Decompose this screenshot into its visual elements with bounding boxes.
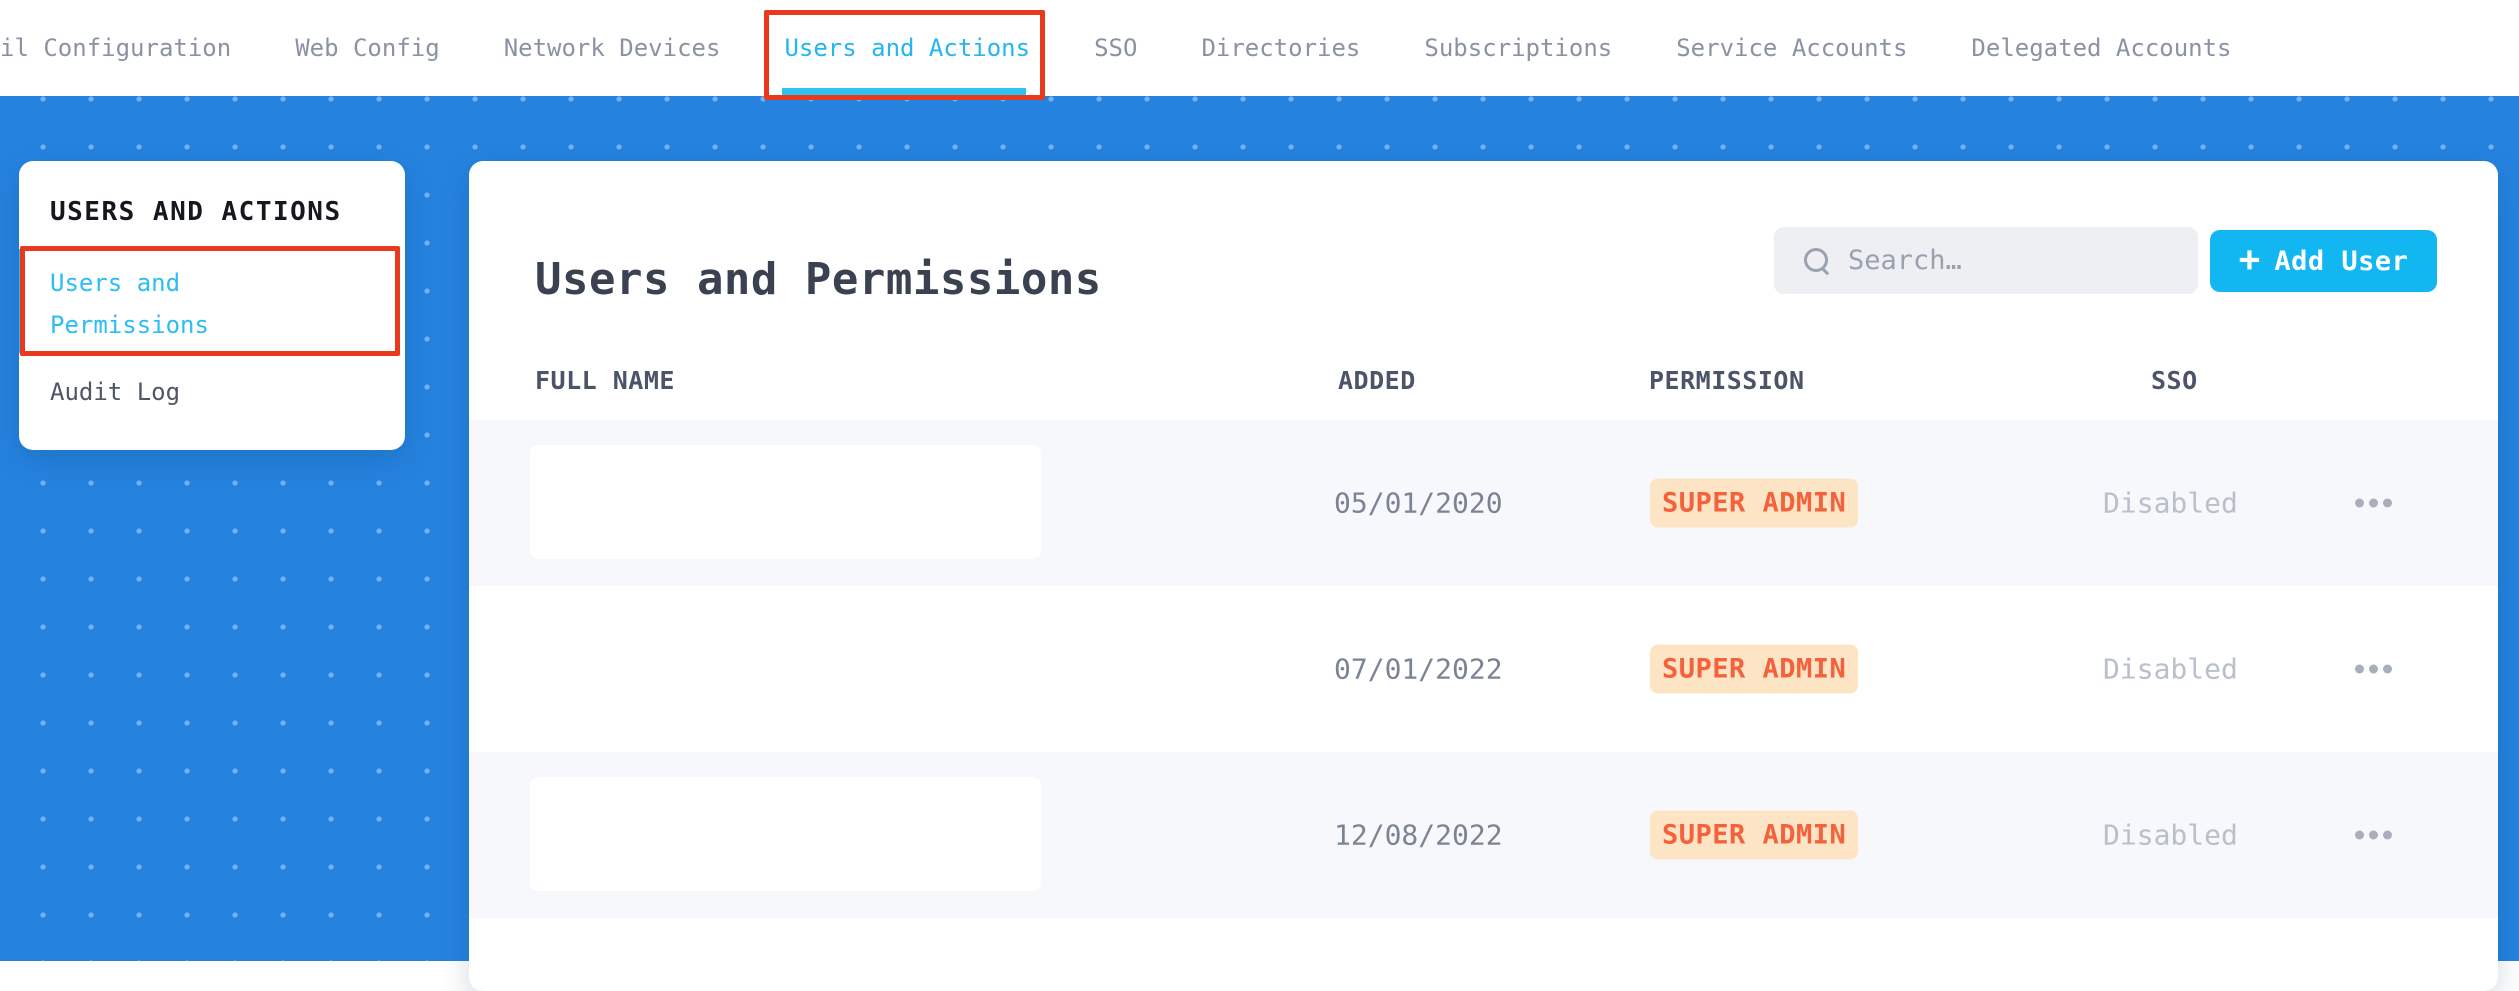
plus-icon: + bbox=[2238, 238, 2261, 280]
search-icon bbox=[1804, 247, 1830, 274]
ellipsis-icon bbox=[2355, 664, 2364, 674]
table-body: 05/01/2020 SUPER ADMIN Disabled 07/01/20… bbox=[469, 420, 2498, 918]
top-navigation: il Configuration Web Config Network Devi… bbox=[0, 0, 2519, 100]
added-date: 12/08/2022 bbox=[1334, 818, 1503, 852]
table-row: 05/01/2020 SUPER ADMIN Disabled bbox=[469, 420, 2498, 586]
table-row: 12/08/2022 SUPER ADMIN Disabled bbox=[469, 752, 2498, 918]
tab-network-devices[interactable]: Network Devices bbox=[503, 34, 721, 62]
sidebar-item-audit-log[interactable]: Audit Log bbox=[50, 378, 181, 406]
tab-subscriptions[interactable]: Subscriptions bbox=[1424, 34, 1613, 62]
ellipsis-icon bbox=[2355, 498, 2364, 508]
search-input[interactable] bbox=[1846, 244, 2150, 277]
column-header-sso: SSO bbox=[2151, 366, 2198, 395]
redacted-full-name bbox=[530, 611, 1041, 725]
added-date: 05/01/2020 bbox=[1334, 486, 1503, 520]
sidebar-card: USERS AND ACTIONS Users and Permissions … bbox=[19, 161, 405, 450]
permission-badge: SUPER ADMIN bbox=[1650, 478, 1859, 528]
column-header-full-name: FULL NAME bbox=[535, 366, 675, 395]
table-row: 07/01/2022 SUPER ADMIN Disabled bbox=[469, 586, 2498, 752]
tab-sso[interactable]: SSO bbox=[1094, 34, 1138, 62]
sidebar-title: USERS AND ACTIONS bbox=[50, 197, 342, 227]
active-tab-underline bbox=[782, 88, 1027, 95]
row-actions-button[interactable] bbox=[2349, 493, 2398, 514]
redacted-full-name bbox=[530, 777, 1041, 891]
users-and-permissions-panel: Users and Permissions + Add User FULL NA… bbox=[469, 161, 2498, 991]
active-item-indicator-bar bbox=[19, 249, 25, 353]
sso-status: Disabled bbox=[2103, 486, 2238, 520]
tab-directories[interactable]: Directories bbox=[1201, 34, 1361, 62]
page-title: Users and Permissions bbox=[535, 254, 1102, 306]
tab-configuration[interactable]: il Configuration bbox=[0, 34, 232, 62]
permission-badge: SUPER ADMIN bbox=[1650, 644, 1859, 694]
ellipsis-icon bbox=[2355, 830, 2364, 840]
redacted-full-name bbox=[530, 445, 1041, 559]
search-box[interactable] bbox=[1774, 227, 2198, 294]
tab-users-and-actions[interactable]: Users and Actions bbox=[764, 0, 1046, 100]
permission-badge: SUPER ADMIN bbox=[1650, 810, 1859, 860]
row-actions-button[interactable] bbox=[2349, 825, 2398, 846]
tab-delegated-accounts[interactable]: Delegated Accounts bbox=[1971, 34, 2232, 62]
table-header-row: FULL NAME ADDED PERMISSION SSO bbox=[469, 366, 2498, 400]
tab-service-accounts[interactable]: Service Accounts bbox=[1676, 34, 1908, 62]
sidebar-item-users-and-permissions[interactable]: Users and Permissions bbox=[50, 269, 209, 339]
column-header-added: ADDED bbox=[1338, 366, 1416, 395]
added-date: 07/01/2022 bbox=[1334, 652, 1503, 686]
column-header-permission: PERMISSION bbox=[1649, 366, 1805, 395]
row-actions-button[interactable] bbox=[2349, 659, 2398, 680]
sso-status: Disabled bbox=[2103, 818, 2238, 852]
tab-web-config[interactable]: Web Config bbox=[295, 34, 440, 62]
sso-status: Disabled bbox=[2103, 652, 2238, 686]
add-user-button[interactable]: + Add User bbox=[2210, 230, 2437, 292]
